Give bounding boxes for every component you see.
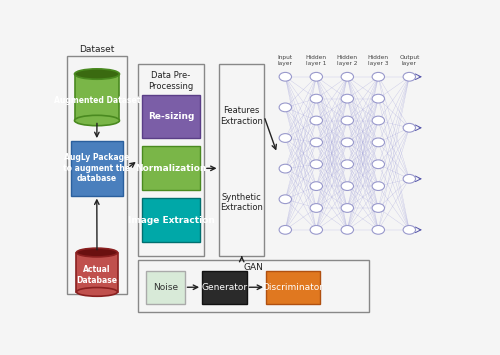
Circle shape: [310, 138, 322, 147]
Circle shape: [341, 138, 353, 147]
Circle shape: [341, 225, 353, 234]
Text: Hidden
layer 3: Hidden layer 3: [368, 55, 389, 66]
Text: Re-sizing: Re-sizing: [148, 112, 194, 121]
Text: Generator: Generator: [201, 283, 248, 292]
FancyBboxPatch shape: [142, 94, 200, 138]
Text: Actual
Database: Actual Database: [76, 265, 118, 285]
Circle shape: [403, 225, 415, 234]
Circle shape: [372, 225, 384, 234]
FancyBboxPatch shape: [266, 271, 320, 304]
Circle shape: [310, 72, 322, 81]
Circle shape: [341, 160, 353, 169]
Circle shape: [279, 164, 291, 173]
Text: GAN: GAN: [244, 263, 264, 272]
FancyBboxPatch shape: [146, 271, 184, 304]
Text: Discriminator: Discriminator: [262, 283, 324, 292]
FancyBboxPatch shape: [71, 141, 122, 196]
Text: AugLy Package
to augment the
database: AugLy Package to augment the database: [63, 153, 130, 183]
Text: Hidden
layer 1: Hidden layer 1: [306, 55, 327, 66]
Text: Normalization: Normalization: [136, 164, 206, 173]
Circle shape: [372, 182, 384, 191]
Circle shape: [372, 116, 384, 125]
Circle shape: [341, 72, 353, 81]
Circle shape: [310, 204, 322, 212]
Circle shape: [372, 94, 384, 103]
Circle shape: [341, 94, 353, 103]
Circle shape: [403, 174, 415, 183]
Text: Image Extraction: Image Extraction: [128, 216, 214, 225]
Circle shape: [279, 103, 291, 112]
Circle shape: [310, 116, 322, 125]
Circle shape: [279, 133, 291, 142]
Circle shape: [310, 94, 322, 103]
FancyBboxPatch shape: [74, 74, 120, 120]
Circle shape: [372, 160, 384, 169]
Circle shape: [372, 204, 384, 212]
Text: Output
layer: Output layer: [399, 55, 419, 66]
FancyBboxPatch shape: [142, 198, 200, 242]
Circle shape: [341, 116, 353, 125]
Ellipse shape: [74, 69, 120, 79]
FancyBboxPatch shape: [202, 271, 246, 304]
Text: Dataset: Dataset: [80, 44, 115, 54]
Circle shape: [279, 225, 291, 234]
Circle shape: [310, 160, 322, 169]
Text: Noise: Noise: [152, 283, 178, 292]
Text: Data Pre-
Processing: Data Pre- Processing: [148, 71, 194, 91]
Text: Hidden
layer 2: Hidden layer 2: [337, 55, 358, 66]
Circle shape: [279, 195, 291, 204]
Circle shape: [279, 72, 291, 81]
Circle shape: [310, 225, 322, 234]
Circle shape: [403, 124, 415, 132]
Ellipse shape: [74, 115, 120, 126]
Text: Input
layer: Input layer: [278, 55, 293, 66]
Circle shape: [372, 72, 384, 81]
Ellipse shape: [76, 248, 118, 257]
Text: Augmented Dataset: Augmented Dataset: [54, 95, 140, 104]
Text: Synthetic
Extraction: Synthetic Extraction: [220, 192, 263, 212]
Circle shape: [341, 204, 353, 212]
FancyBboxPatch shape: [142, 147, 200, 190]
FancyBboxPatch shape: [76, 252, 118, 292]
Ellipse shape: [76, 288, 118, 296]
Circle shape: [372, 138, 384, 147]
Circle shape: [310, 182, 322, 191]
Circle shape: [403, 72, 415, 81]
Text: Features
Extraction: Features Extraction: [220, 106, 263, 126]
Circle shape: [341, 182, 353, 191]
